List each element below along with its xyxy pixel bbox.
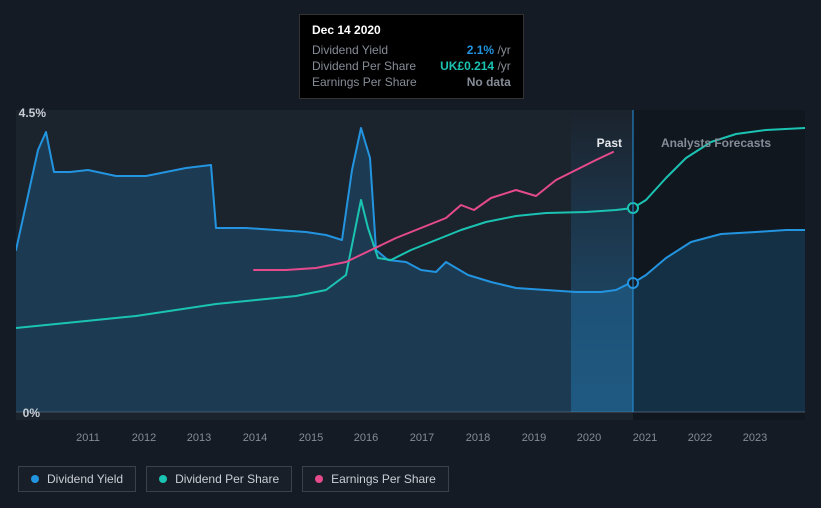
- legend-dot-icon: [159, 475, 167, 483]
- tooltip-value: UK£0.214 /yr: [440, 59, 511, 73]
- tooltip-value: 2.1% /yr: [467, 43, 511, 57]
- chart-legend: Dividend Yield Dividend Per Share Earnings…: [18, 466, 449, 492]
- legend-item[interactable]: Dividend Yield: [18, 466, 136, 492]
- region-label-past: Past: [597, 136, 622, 150]
- chart-plot[interactable]: [16, 110, 805, 420]
- x-axis-label: 2017: [410, 432, 434, 444]
- x-axis-label: 2019: [522, 432, 546, 444]
- legend-dot-icon: [315, 475, 323, 483]
- tooltip-row: Earnings Per Share No data: [312, 74, 511, 90]
- tooltip-rows: Dividend Yield2.1% /yrDividend Per Share…: [312, 42, 511, 90]
- x-axis-label: 2021: [633, 432, 657, 444]
- x-axis-label: 2023: [743, 432, 767, 444]
- chart-tooltip: Dec 14 2020 Dividend Yield2.1% /yrDivide…: [299, 14, 524, 99]
- legend-item[interactable]: Dividend Per Share: [146, 466, 292, 492]
- tooltip-row: Dividend Per Share UK£0.214 /yr: [312, 58, 511, 74]
- tooltip-label: Earnings Per Share: [312, 75, 417, 89]
- tooltip-label: Dividend Per Share: [312, 59, 416, 73]
- x-axis-label: 2012: [132, 432, 156, 444]
- tooltip-label: Dividend Yield: [312, 43, 388, 57]
- legend-dot-icon: [31, 475, 39, 483]
- tooltip-date: Dec 14 2020: [312, 23, 511, 37]
- region-label-forecast: Analysts Forecasts: [661, 136, 771, 150]
- x-axis-label: 2022: [688, 432, 712, 444]
- legend-item[interactable]: Earnings Per Share: [302, 466, 449, 492]
- y-axis-label: 4.5%: [0, 106, 46, 120]
- x-axis-label: 2014: [243, 432, 267, 444]
- x-axis-label: 2013: [187, 432, 211, 444]
- legend-label: Dividend Yield: [47, 472, 123, 486]
- x-axis-label: 2011: [76, 432, 100, 444]
- x-axis-label: 2016: [354, 432, 378, 444]
- x-axis-label: 2020: [577, 432, 601, 444]
- tooltip-value: No data: [467, 75, 511, 89]
- legend-label: Earnings Per Share: [331, 472, 436, 486]
- y-axis-label: 0%: [0, 406, 40, 420]
- x-axis-label: 2015: [299, 432, 323, 444]
- tooltip-row: Dividend Yield 2.1% /yr: [312, 42, 511, 58]
- legend-label: Dividend Per Share: [175, 472, 279, 486]
- x-axis-label: 2018: [466, 432, 490, 444]
- chart-container: Dec 14 2020 Dividend Yield2.1% /yrDivide…: [0, 0, 821, 508]
